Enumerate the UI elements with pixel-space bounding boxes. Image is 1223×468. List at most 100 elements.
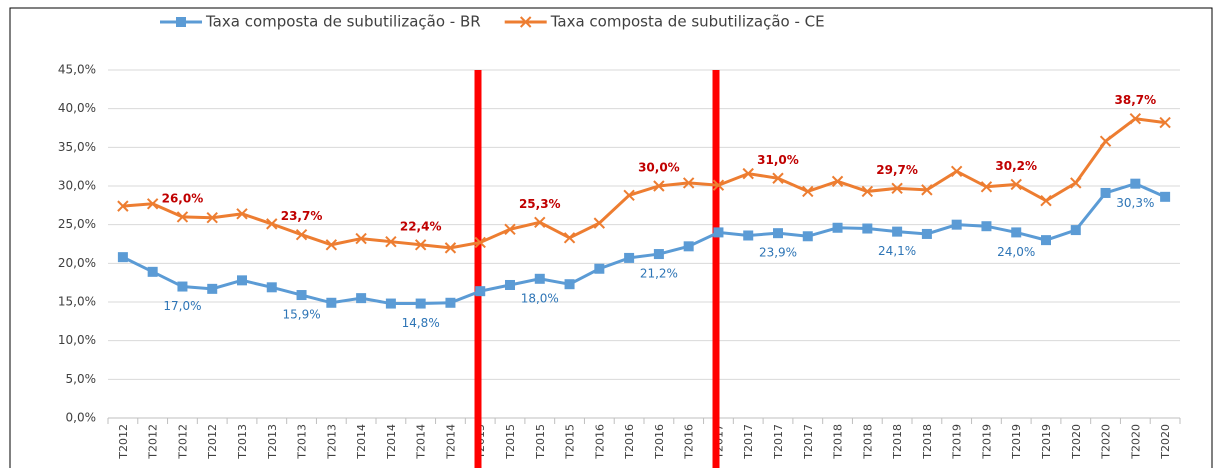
point-marker bbox=[743, 230, 754, 241]
point-marker bbox=[236, 208, 248, 220]
data-label: 25,3% bbox=[519, 197, 561, 211]
point-marker bbox=[832, 222, 843, 233]
data-label: 38,7% bbox=[1115, 93, 1157, 107]
point-marker bbox=[683, 241, 694, 252]
x-tick-label: T2017 bbox=[742, 424, 755, 460]
x-tick-label: T2016 bbox=[593, 424, 606, 460]
y-tick-label: 5,0% bbox=[66, 372, 97, 386]
period-divider bbox=[474, 70, 482, 468]
point-marker bbox=[504, 223, 516, 236]
point-marker bbox=[713, 227, 724, 238]
x-tick-label: T2020 bbox=[1129, 424, 1142, 460]
point-marker bbox=[653, 180, 665, 192]
point-marker bbox=[862, 223, 873, 234]
point-marker bbox=[177, 281, 188, 292]
x-tick-label: T2015 bbox=[504, 424, 517, 460]
x-tick-label: T2015 bbox=[564, 424, 577, 460]
data-label: 23,9% bbox=[759, 246, 797, 260]
point-marker bbox=[802, 231, 813, 242]
data-label: 15,9% bbox=[282, 308, 320, 322]
point-marker bbox=[861, 185, 874, 198]
point-marker bbox=[623, 189, 635, 201]
y-tick-label: 25,0% bbox=[58, 217, 96, 231]
x-tick-label: T2018 bbox=[891, 424, 904, 460]
point-marker bbox=[146, 198, 159, 210]
x-tick-label: T2019 bbox=[1010, 424, 1023, 460]
point-marker bbox=[176, 211, 189, 223]
point-marker bbox=[325, 239, 338, 251]
data-label: 31,0% bbox=[757, 153, 799, 167]
point-marker bbox=[355, 232, 367, 245]
data-label: 24,1% bbox=[878, 244, 916, 258]
x-tick-label: T2017 bbox=[802, 424, 815, 460]
legend-label: Taxa composta de subutilização - CE bbox=[550, 13, 825, 31]
point-marker bbox=[475, 286, 486, 297]
point-marker bbox=[474, 236, 486, 249]
x-tick-label: T2018 bbox=[861, 424, 874, 460]
point-marker bbox=[356, 293, 367, 304]
point-marker bbox=[1129, 113, 1142, 125]
x-tick-label: T2019 bbox=[980, 424, 993, 460]
point-marker bbox=[534, 216, 546, 229]
data-label: 24,0% bbox=[997, 245, 1035, 259]
x-tick-label: T2020 bbox=[1070, 424, 1083, 460]
point-marker bbox=[295, 229, 308, 241]
point-marker bbox=[1010, 178, 1022, 191]
point-marker bbox=[385, 235, 397, 248]
point-marker bbox=[892, 226, 903, 237]
point-marker bbox=[385, 298, 396, 309]
y-tick-label: 30,0% bbox=[58, 179, 96, 193]
point-marker bbox=[594, 263, 605, 274]
point-marker bbox=[207, 283, 218, 294]
point-marker bbox=[117, 200, 129, 212]
point-marker bbox=[563, 232, 576, 244]
y-tick-label: 10,0% bbox=[58, 333, 96, 347]
point-marker bbox=[1040, 194, 1052, 207]
point-marker bbox=[802, 185, 814, 198]
point-marker bbox=[951, 219, 962, 230]
point-marker bbox=[772, 172, 784, 184]
point-marker bbox=[266, 218, 278, 230]
legend-marker bbox=[519, 16, 532, 28]
data-label: 29,7% bbox=[876, 163, 918, 177]
x-tick-label: T2013 bbox=[296, 424, 309, 460]
grid: 0,0% 5,0% 10,0% 15,0% 20,0% 25,0% 30,0% 35,0% 40… bbox=[58, 63, 1181, 468]
point-marker bbox=[921, 184, 933, 196]
point-marker bbox=[1159, 116, 1171, 129]
x-tick-label: T2013 bbox=[325, 424, 338, 460]
point-marker bbox=[326, 297, 337, 308]
point-marker bbox=[712, 179, 725, 191]
point-marker bbox=[1070, 225, 1081, 236]
data-label: 30,3% bbox=[1116, 196, 1154, 210]
x-tick-label: T2016 bbox=[683, 424, 696, 460]
point-marker bbox=[534, 273, 545, 284]
x-tick-label: T2020 bbox=[1159, 424, 1172, 460]
point-marker bbox=[445, 297, 456, 308]
data-label: 30,0% bbox=[638, 161, 680, 175]
point-marker bbox=[1011, 227, 1022, 238]
data-label: 21,2% bbox=[640, 267, 678, 281]
point-marker bbox=[831, 175, 844, 188]
legend-marker bbox=[176, 17, 186, 27]
legend-label: Taxa composta de subutilização - BR bbox=[205, 13, 481, 31]
y-tick-label: 0,0% bbox=[66, 411, 97, 425]
point-marker bbox=[1160, 191, 1171, 202]
point-marker bbox=[950, 165, 963, 178]
y-tick-label: 35,0% bbox=[58, 140, 96, 154]
point-marker bbox=[415, 298, 426, 309]
y-tick-label: 40,0% bbox=[58, 101, 96, 115]
data-label: 18,0% bbox=[521, 291, 559, 305]
point-marker bbox=[624, 252, 635, 263]
period-divider bbox=[712, 70, 720, 468]
point-marker bbox=[147, 266, 158, 277]
point-marker bbox=[117, 252, 128, 263]
point-marker bbox=[773, 228, 783, 239]
x-tick-label: T2012 bbox=[206, 424, 219, 460]
point-marker bbox=[296, 290, 307, 301]
point-marker bbox=[980, 181, 993, 193]
point-marker bbox=[682, 177, 695, 189]
x-tick-label: T2016 bbox=[623, 424, 636, 460]
point-marker bbox=[921, 228, 932, 239]
point-marker bbox=[653, 249, 664, 260]
